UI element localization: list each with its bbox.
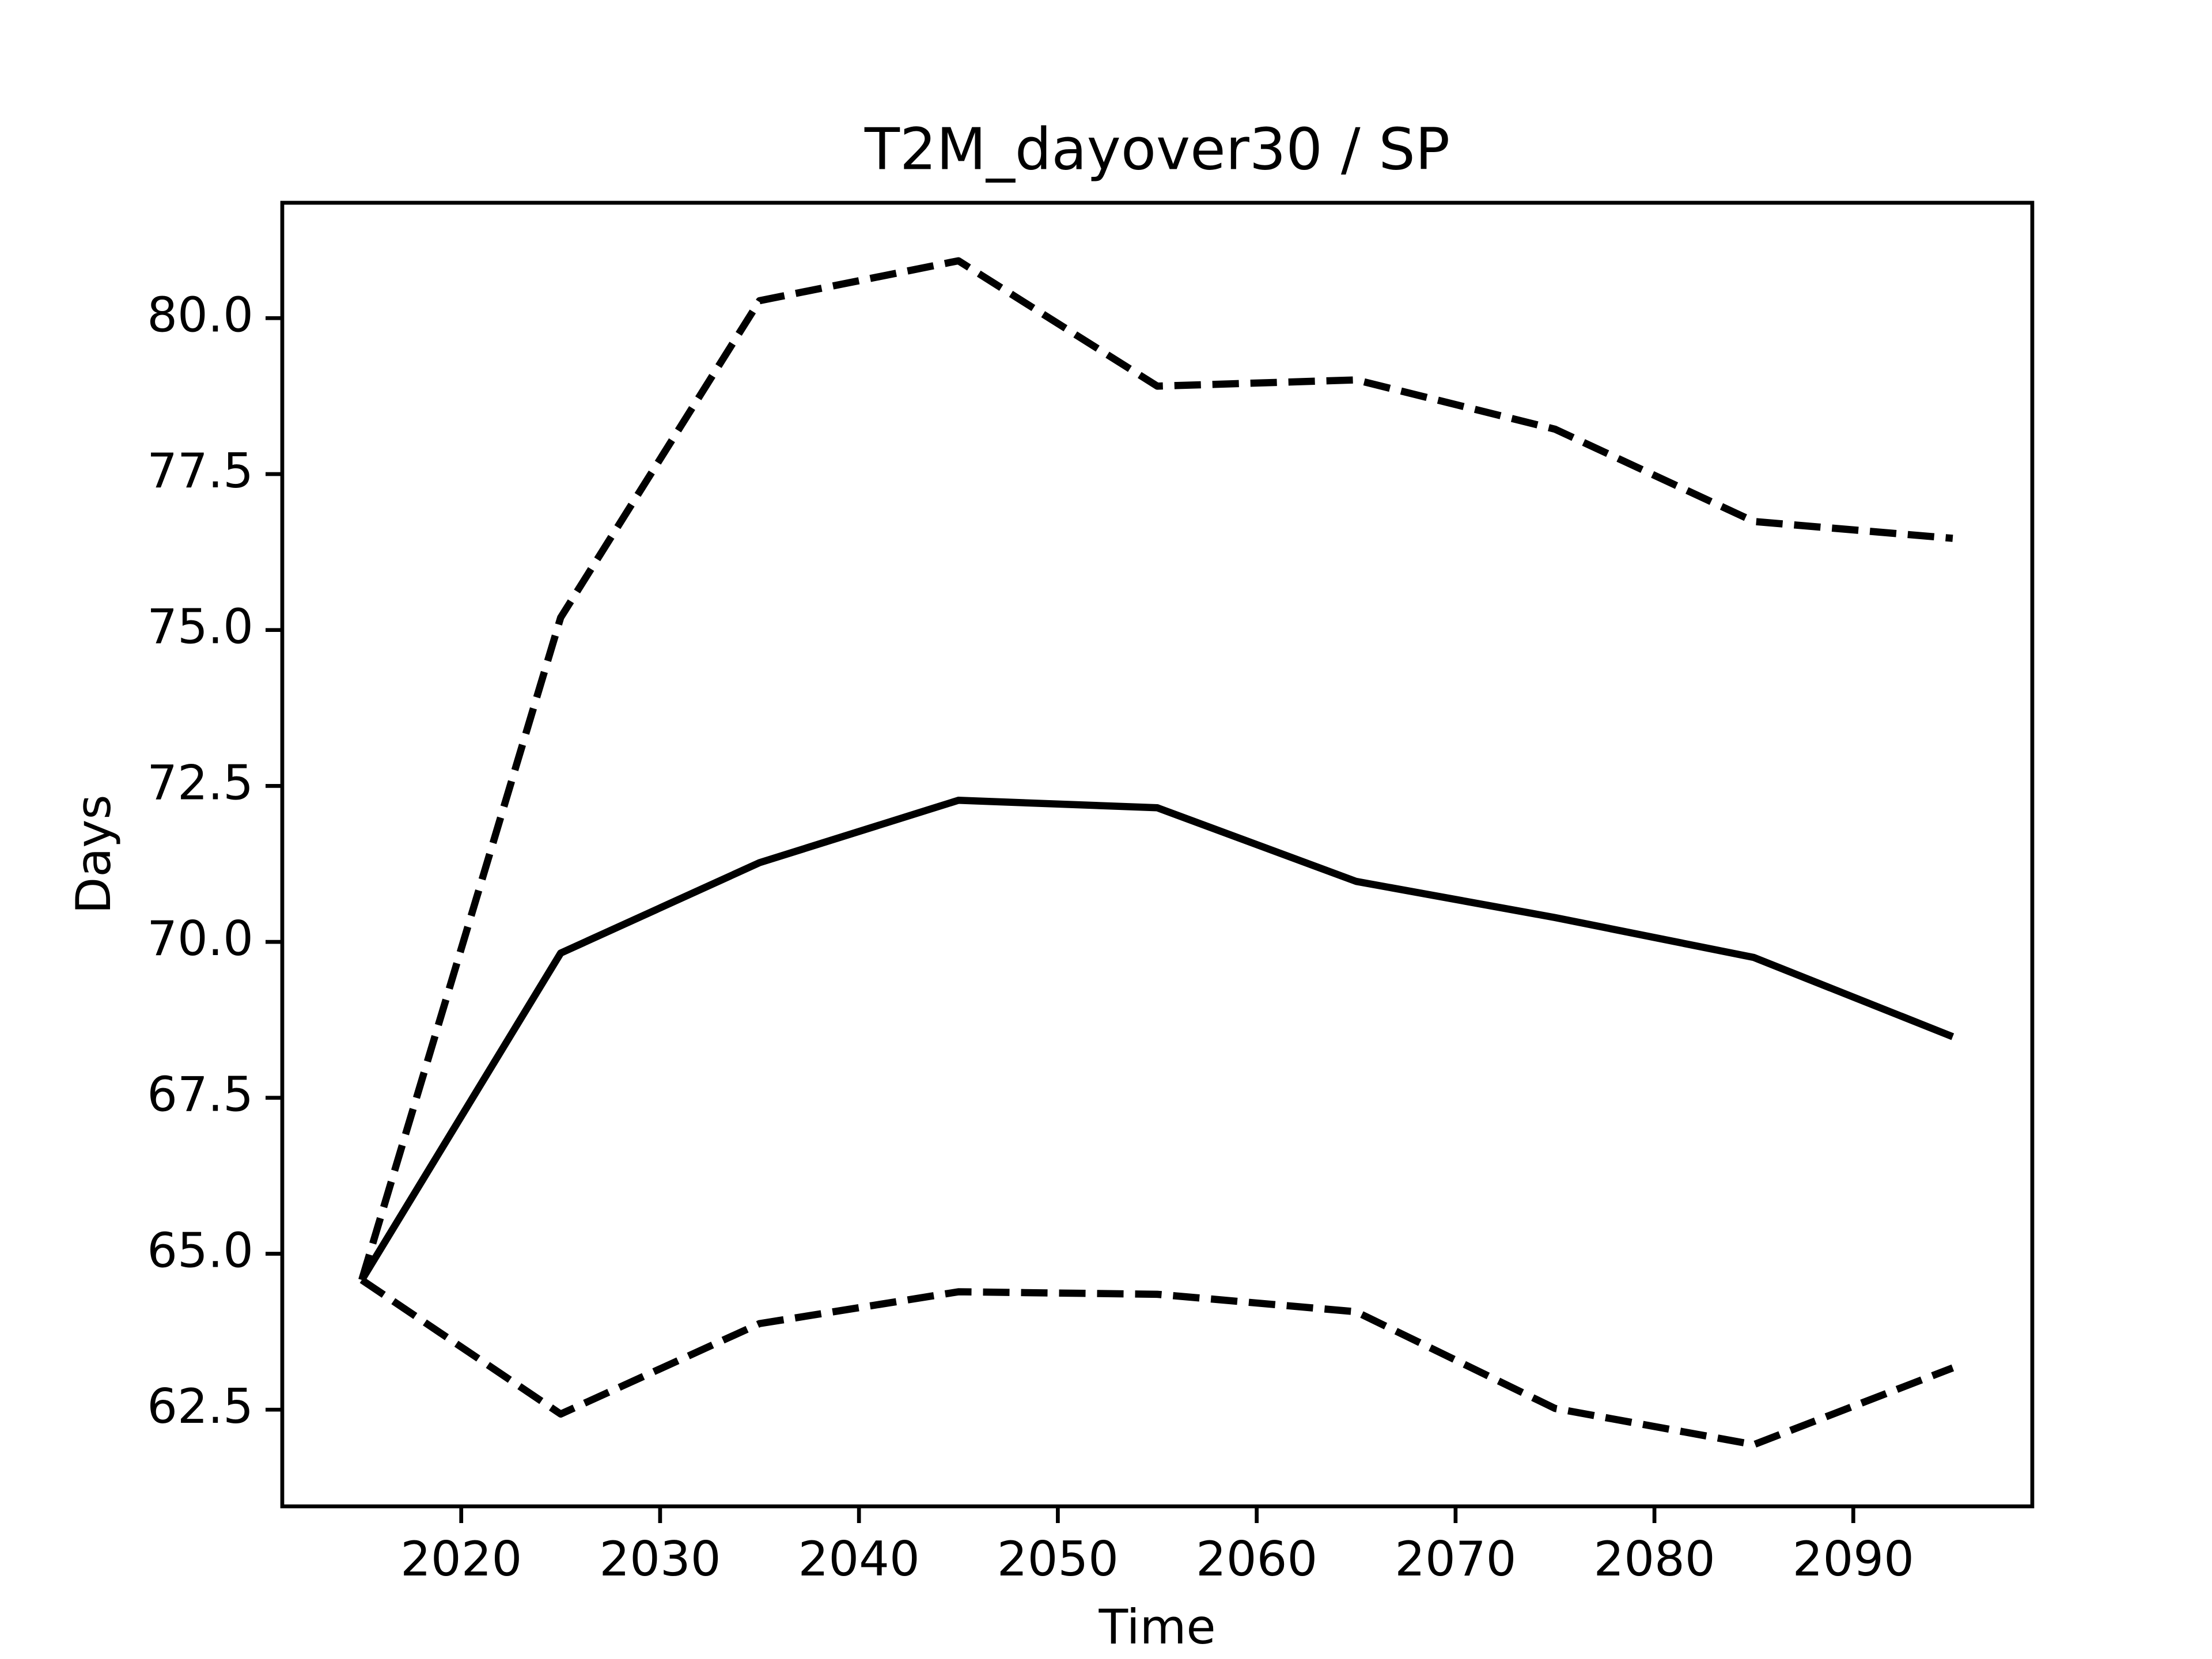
plot-frame (280, 200, 2035, 1509)
x-tick-label: 2090 (1793, 1531, 1914, 1587)
y-tick-label: 67.5 (147, 1067, 253, 1123)
y-tick-label: 62.5 (147, 1378, 253, 1434)
series-line (358, 797, 1955, 1282)
y-tick-label: 75.0 (147, 599, 253, 655)
x-tick-label: 2070 (1395, 1531, 1516, 1587)
series-line (358, 257, 1953, 1281)
y-tick-label: 77.5 (147, 443, 253, 499)
x-tick-label: 2040 (798, 1531, 920, 1587)
x-tick-label: 2030 (599, 1531, 721, 1587)
series-line (359, 1277, 1955, 1449)
x-tick-label: 2020 (400, 1531, 522, 1587)
y-tick-label: 65.0 (147, 1222, 253, 1278)
chart-title: T2M_dayover30 / SP (864, 115, 1450, 183)
y-axis-label: Days (66, 794, 122, 914)
y-tick-label: 72.5 (147, 755, 253, 810)
y-tick-label: 70.0 (147, 911, 253, 967)
x-tick-label: 2080 (1593, 1531, 1715, 1587)
x-axis-label: Time (1098, 1599, 1215, 1655)
y-tick-label: 80.0 (147, 287, 253, 343)
x-tick-label: 2050 (997, 1531, 1119, 1587)
x-tick-label: 2060 (1196, 1531, 1317, 1587)
